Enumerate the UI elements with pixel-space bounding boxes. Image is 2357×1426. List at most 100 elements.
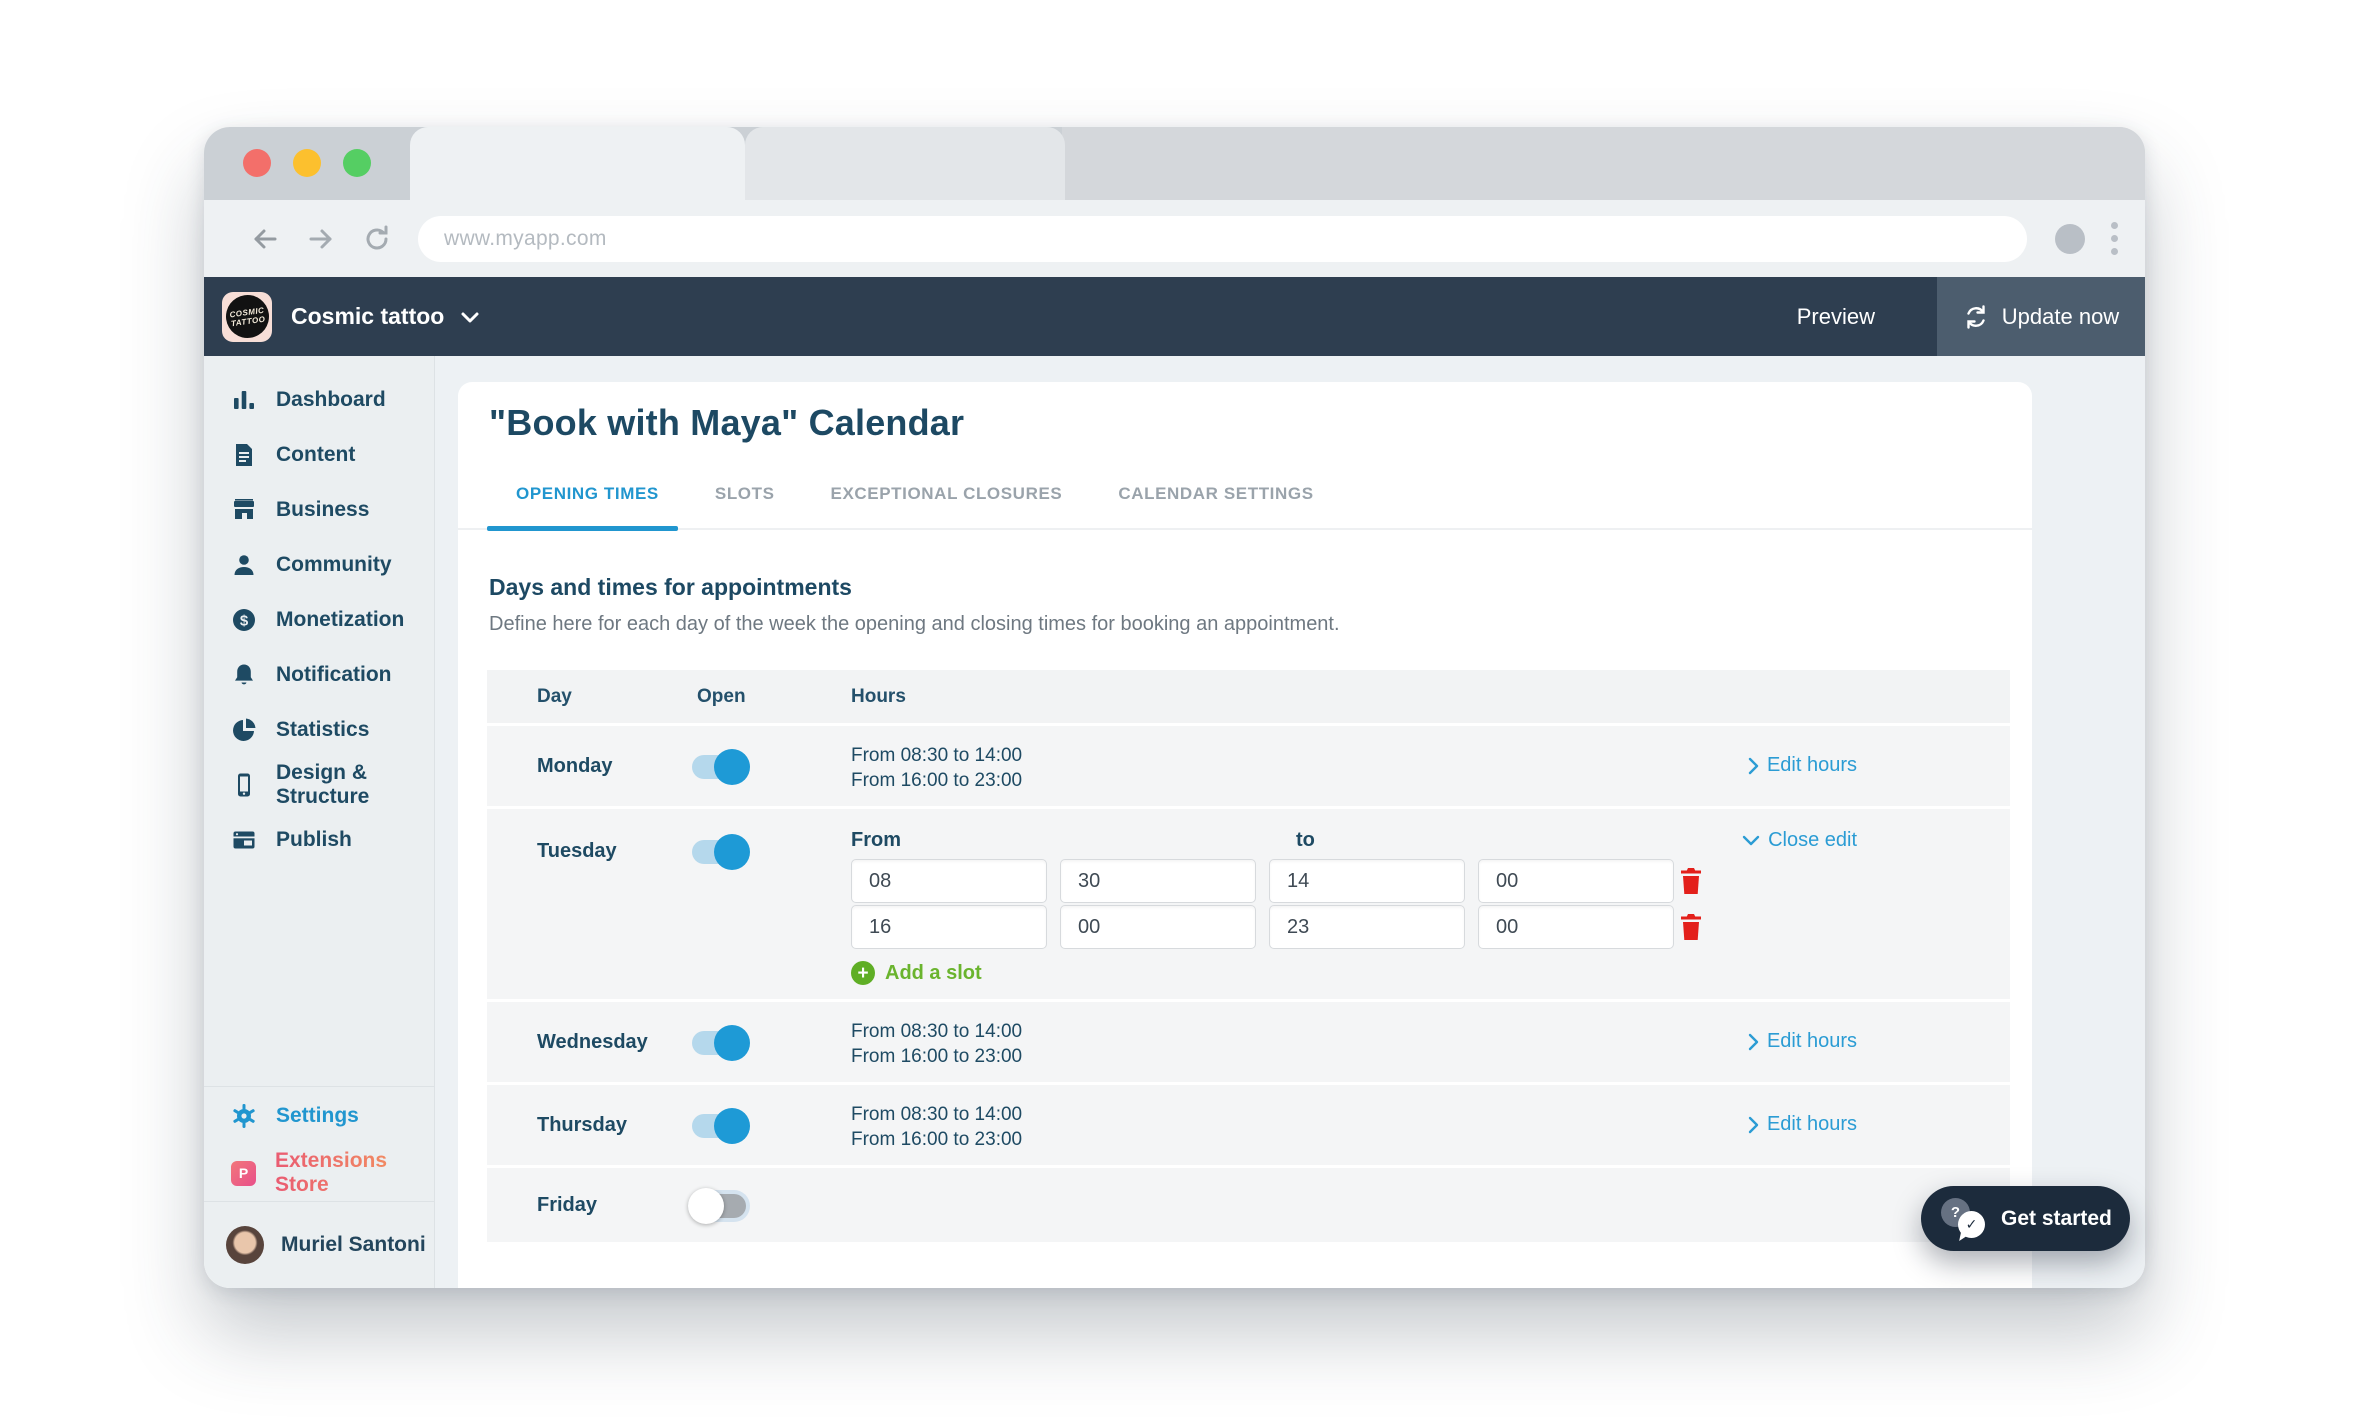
from-hour-input[interactable] bbox=[851, 905, 1047, 949]
to-minute-input[interactable] bbox=[1478, 859, 1674, 903]
add-slot-button[interactable]: + Add a slot bbox=[851, 961, 982, 985]
site-name: Cosmic tattoo bbox=[291, 303, 445, 329]
document-icon bbox=[236, 443, 252, 466]
main-area: "Book with Maya" Calendar OPENING TIMES … bbox=[435, 356, 2145, 1288]
day-label: Monday bbox=[537, 755, 613, 777]
browser-window-icon bbox=[233, 831, 255, 848]
url-bar[interactable]: www.myapp.com bbox=[418, 215, 2027, 262]
day-label: Friday bbox=[537, 1194, 598, 1216]
browser-window: www.myapp.com COSMIC TATTOO Cosmic tattoo… bbox=[204, 127, 2145, 1288]
tab-calendar-settings[interactable]: CALENDAR SETTINGS bbox=[1118, 484, 1314, 503]
sidebar: Dashboard Content Business Community $ M… bbox=[204, 356, 435, 1288]
extensions-store-icon: P bbox=[231, 1160, 256, 1186]
sidebar-item-notification[interactable]: Notification bbox=[204, 647, 434, 702]
from-label: From bbox=[851, 829, 901, 851]
plus-icon: + bbox=[851, 961, 875, 985]
smartphone-icon bbox=[238, 773, 250, 796]
tab-opening-times[interactable]: OPENING TIMES bbox=[487, 484, 678, 531]
hours-summary: From 08:30 to 14:00 From 16:00 to 23:00 bbox=[851, 745, 1023, 791]
tab-slots[interactable]: SLOTS bbox=[714, 484, 775, 503]
browser-profile-icon[interactable] bbox=[2055, 223, 2085, 254]
page-title: "Book with Maya" Calendar bbox=[489, 402, 965, 443]
help-chat-icon: ? ✓ bbox=[1941, 1197, 1987, 1240]
tab-exceptional-closures[interactable]: EXCEPTIONAL CLOSURES bbox=[830, 484, 1063, 503]
hours-summary: From 08:30 to 14:00 From 16:00 to 23:00 bbox=[851, 1021, 1023, 1067]
bar-chart-icon bbox=[234, 390, 254, 409]
chevron-down-icon[interactable] bbox=[460, 310, 480, 324]
get-started-label: Get started bbox=[2001, 1206, 2112, 1230]
table-header: Day Open Hours bbox=[487, 670, 2010, 723]
chevron-down-icon bbox=[1742, 835, 1760, 846]
update-now-label: Update now bbox=[2001, 303, 2120, 329]
open-toggle[interactable] bbox=[692, 749, 750, 785]
update-now-button[interactable]: Update now bbox=[1937, 277, 2145, 356]
sidebar-item-statistics[interactable]: Statistics bbox=[204, 702, 434, 757]
edit-hours-link[interactable]: Edit hours bbox=[1748, 754, 1857, 777]
sidebar-item-extensions-store[interactable]: P Extensions Store bbox=[204, 1145, 434, 1201]
column-header-day: Day bbox=[537, 686, 572, 707]
from-minute-input[interactable] bbox=[1060, 905, 1256, 949]
person-icon bbox=[234, 554, 254, 575]
calendar-settings-card: "Book with Maya" Calendar OPENING TIMES … bbox=[458, 382, 2032, 1288]
edit-hours-link[interactable]: Edit hours bbox=[1748, 1030, 1857, 1053]
reload-icon[interactable] bbox=[362, 224, 392, 254]
hours-summary: From 08:30 to 14:00 From 16:00 to 23:00 bbox=[851, 1104, 1023, 1150]
close-edit-link[interactable]: Close edit bbox=[1742, 829, 1857, 852]
get-started-button[interactable]: ? ✓ Get started bbox=[1921, 1186, 2130, 1251]
sidebar-item-design-structure[interactable]: Design & Structure bbox=[204, 757, 434, 812]
from-minute-input[interactable] bbox=[1060, 859, 1256, 903]
window-close-button[interactable] bbox=[243, 149, 271, 177]
table-row-wednesday: Wednesday From 08:30 to 14:00 From 16:00… bbox=[487, 1002, 2010, 1082]
dollar-circle-icon: $ bbox=[233, 608, 255, 631]
open-toggle[interactable] bbox=[692, 1025, 750, 1061]
to-hour-input[interactable] bbox=[1269, 859, 1465, 903]
table-row-monday: Monday From 08:30 to 14:00 From 16:00 to… bbox=[487, 726, 2010, 806]
open-toggle[interactable] bbox=[688, 1188, 746, 1224]
window-minimize-button[interactable] bbox=[293, 149, 321, 177]
user-name: Muriel Santoni bbox=[281, 1233, 426, 1256]
back-icon[interactable] bbox=[250, 224, 280, 254]
refresh-icon bbox=[1967, 304, 1985, 329]
storefront-icon bbox=[234, 498, 254, 519]
sidebar-item-publish[interactable]: Publish bbox=[204, 812, 434, 867]
sidebar-divider bbox=[204, 1086, 434, 1087]
chevron-right-icon bbox=[1748, 1116, 1759, 1133]
sidebar-user[interactable]: Muriel Santoni bbox=[204, 1202, 434, 1288]
preview-button[interactable]: Preview bbox=[1796, 303, 1875, 329]
column-header-hours: Hours bbox=[851, 686, 906, 707]
open-toggle[interactable] bbox=[692, 1108, 750, 1144]
bell-icon bbox=[235, 664, 253, 684]
day-label: Tuesday bbox=[537, 840, 617, 862]
to-hour-input[interactable] bbox=[1269, 905, 1465, 949]
user-avatar bbox=[226, 1226, 264, 1264]
delete-slot-icon[interactable] bbox=[1679, 867, 1703, 895]
sidebar-item-community[interactable]: Community bbox=[204, 537, 434, 592]
pie-chart-icon bbox=[233, 718, 256, 741]
browser-tab-active[interactable] bbox=[410, 127, 745, 200]
sidebar-item-business[interactable]: Business bbox=[204, 482, 434, 537]
sidebar-item-content[interactable]: Content bbox=[204, 427, 434, 482]
cosmic-tattoo-logo-icon: COSMIC TATTOO bbox=[222, 292, 272, 341]
from-hour-input[interactable] bbox=[851, 859, 1047, 903]
browser-tab-inactive[interactable] bbox=[745, 127, 1065, 200]
browser-toolbar: www.myapp.com bbox=[204, 200, 2145, 277]
opening-times-table: Day Open Hours Monday From 08:30 to 14:0… bbox=[487, 670, 2010, 1242]
to-label: to bbox=[1296, 829, 1315, 851]
window-zoom-button[interactable] bbox=[343, 149, 371, 177]
sidebar-item-monetization[interactable]: $ Monetization bbox=[204, 592, 434, 647]
to-minute-input[interactable] bbox=[1478, 905, 1674, 949]
site-logo[interactable]: COSMIC TATTOO bbox=[222, 291, 272, 342]
sidebar-item-settings[interactable]: Settings bbox=[204, 1087, 434, 1145]
sidebar-divider bbox=[204, 1201, 434, 1202]
gear-icon bbox=[233, 1104, 255, 1128]
browser-menu-icon[interactable] bbox=[2111, 222, 2119, 255]
sidebar-item-dashboard[interactable]: Dashboard bbox=[204, 372, 434, 427]
svg-text:$: $ bbox=[240, 612, 249, 629]
url-text: www.myapp.com bbox=[444, 226, 607, 250]
open-toggle[interactable] bbox=[692, 834, 750, 870]
browser-tabstrip bbox=[204, 127, 2145, 200]
forward-icon[interactable] bbox=[306, 224, 336, 254]
delete-slot-icon[interactable] bbox=[1679, 913, 1703, 941]
day-label: Thursday bbox=[537, 1114, 628, 1136]
edit-hours-link[interactable]: Edit hours bbox=[1748, 1113, 1857, 1136]
